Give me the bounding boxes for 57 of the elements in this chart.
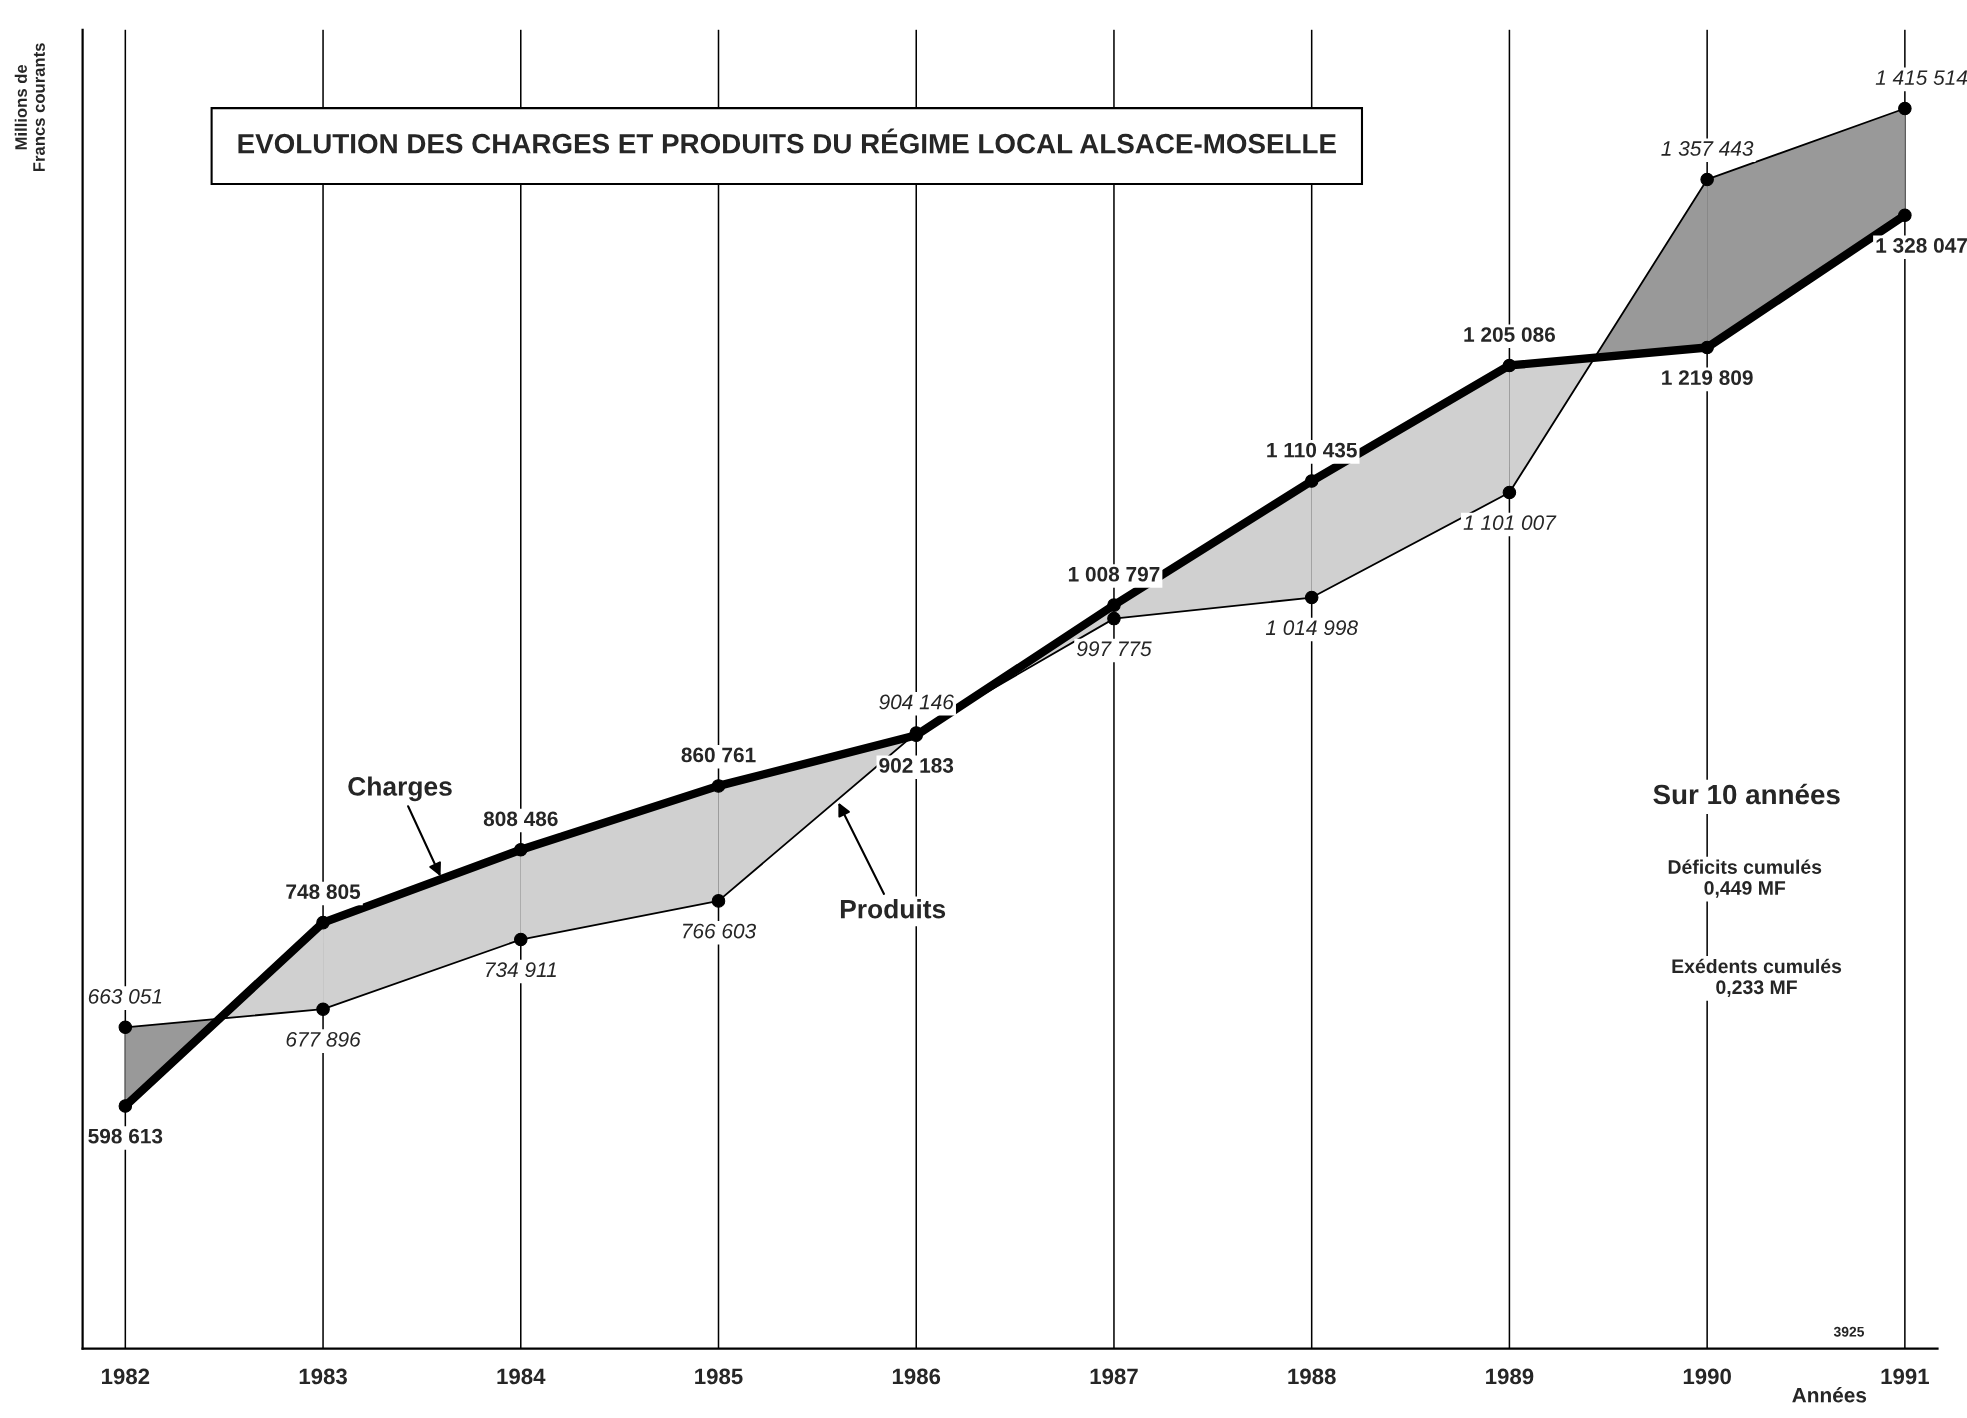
point [1898, 101, 1912, 116]
annotation: Déficits cumulés 0,449 MF [1668, 859, 1822, 898]
point [316, 915, 330, 930]
annotation: Exédents cumulés 0,233 MF [1672, 958, 1842, 997]
point [1107, 598, 1121, 612]
x-tick-label: 1982 [102, 1368, 150, 1385]
data-label: 1 008 797 [1068, 566, 1160, 582]
point [1304, 474, 1319, 488]
data-label: 1 205 086 [1464, 327, 1556, 342]
data-label: 663 051 [88, 989, 162, 1004]
data-label: 1 110 435 [1267, 442, 1357, 458]
point [1700, 340, 1714, 355]
point [711, 779, 726, 793]
data-label: 808 486 [483, 811, 558, 827]
data-label: 1 415 514 [1875, 70, 1967, 85]
point [316, 1002, 330, 1016]
data-label: 677 896 [286, 1031, 361, 1047]
data-label: 904 146 [879, 694, 954, 710]
x-tick-label: 1989 [1486, 1368, 1534, 1385]
data-label: 1 014 998 [1265, 620, 1358, 636]
point [1502, 485, 1517, 500]
text: Charges [348, 776, 452, 802]
data-label: 902 183 [879, 758, 954, 773]
point [514, 842, 528, 857]
data-label: 860 761 [681, 747, 756, 763]
annotation: 3925 [1833, 1326, 1865, 1337]
y-axis-title: Millions de Francs courants [14, 43, 45, 172]
point [1502, 358, 1517, 373]
text: EVOLUTION DES CHARGES ET PRODUITS DU RÉGIME LOCAL ALSACE-MOSELLE [238, 128, 1336, 154]
point [1304, 590, 1319, 605]
x-tick-label: 1984 [497, 1368, 546, 1385]
data-label: 1 357 443 [1661, 141, 1754, 156]
text: Produits [840, 899, 946, 919]
data-label: 598 613 [88, 1128, 163, 1144]
x-tick-label: 1987 [1090, 1368, 1138, 1385]
x-tick-label: 1988 [1288, 1368, 1336, 1385]
data-label: 748 805 [286, 884, 361, 900]
point [1107, 611, 1121, 626]
x-tick-label: 1983 [299, 1368, 347, 1385]
x-tick-label: 1991 [1881, 1368, 1929, 1385]
data-label: 1 328 047 [1876, 238, 1967, 253]
data-label: 997 775 [1077, 641, 1152, 657]
point [1700, 172, 1714, 187]
x-tick-label: 1990 [1683, 1368, 1731, 1385]
point [711, 894, 726, 908]
x-tick-label: 1985 [695, 1368, 743, 1385]
x-axis-title: Années [1792, 1387, 1867, 1403]
point [514, 932, 528, 947]
point [118, 1020, 133, 1035]
data-label: 766 603 [683, 923, 756, 939]
annotation: Sur 10 années [1653, 783, 1840, 805]
point [1898, 208, 1912, 223]
x-tick-label: 1986 [892, 1368, 941, 1385]
data-label: 734 911 [486, 962, 556, 978]
point [118, 1099, 133, 1113]
data-label: 1 101 007 [1463, 515, 1557, 531]
data-label: 1 219 809 [1662, 370, 1753, 386]
